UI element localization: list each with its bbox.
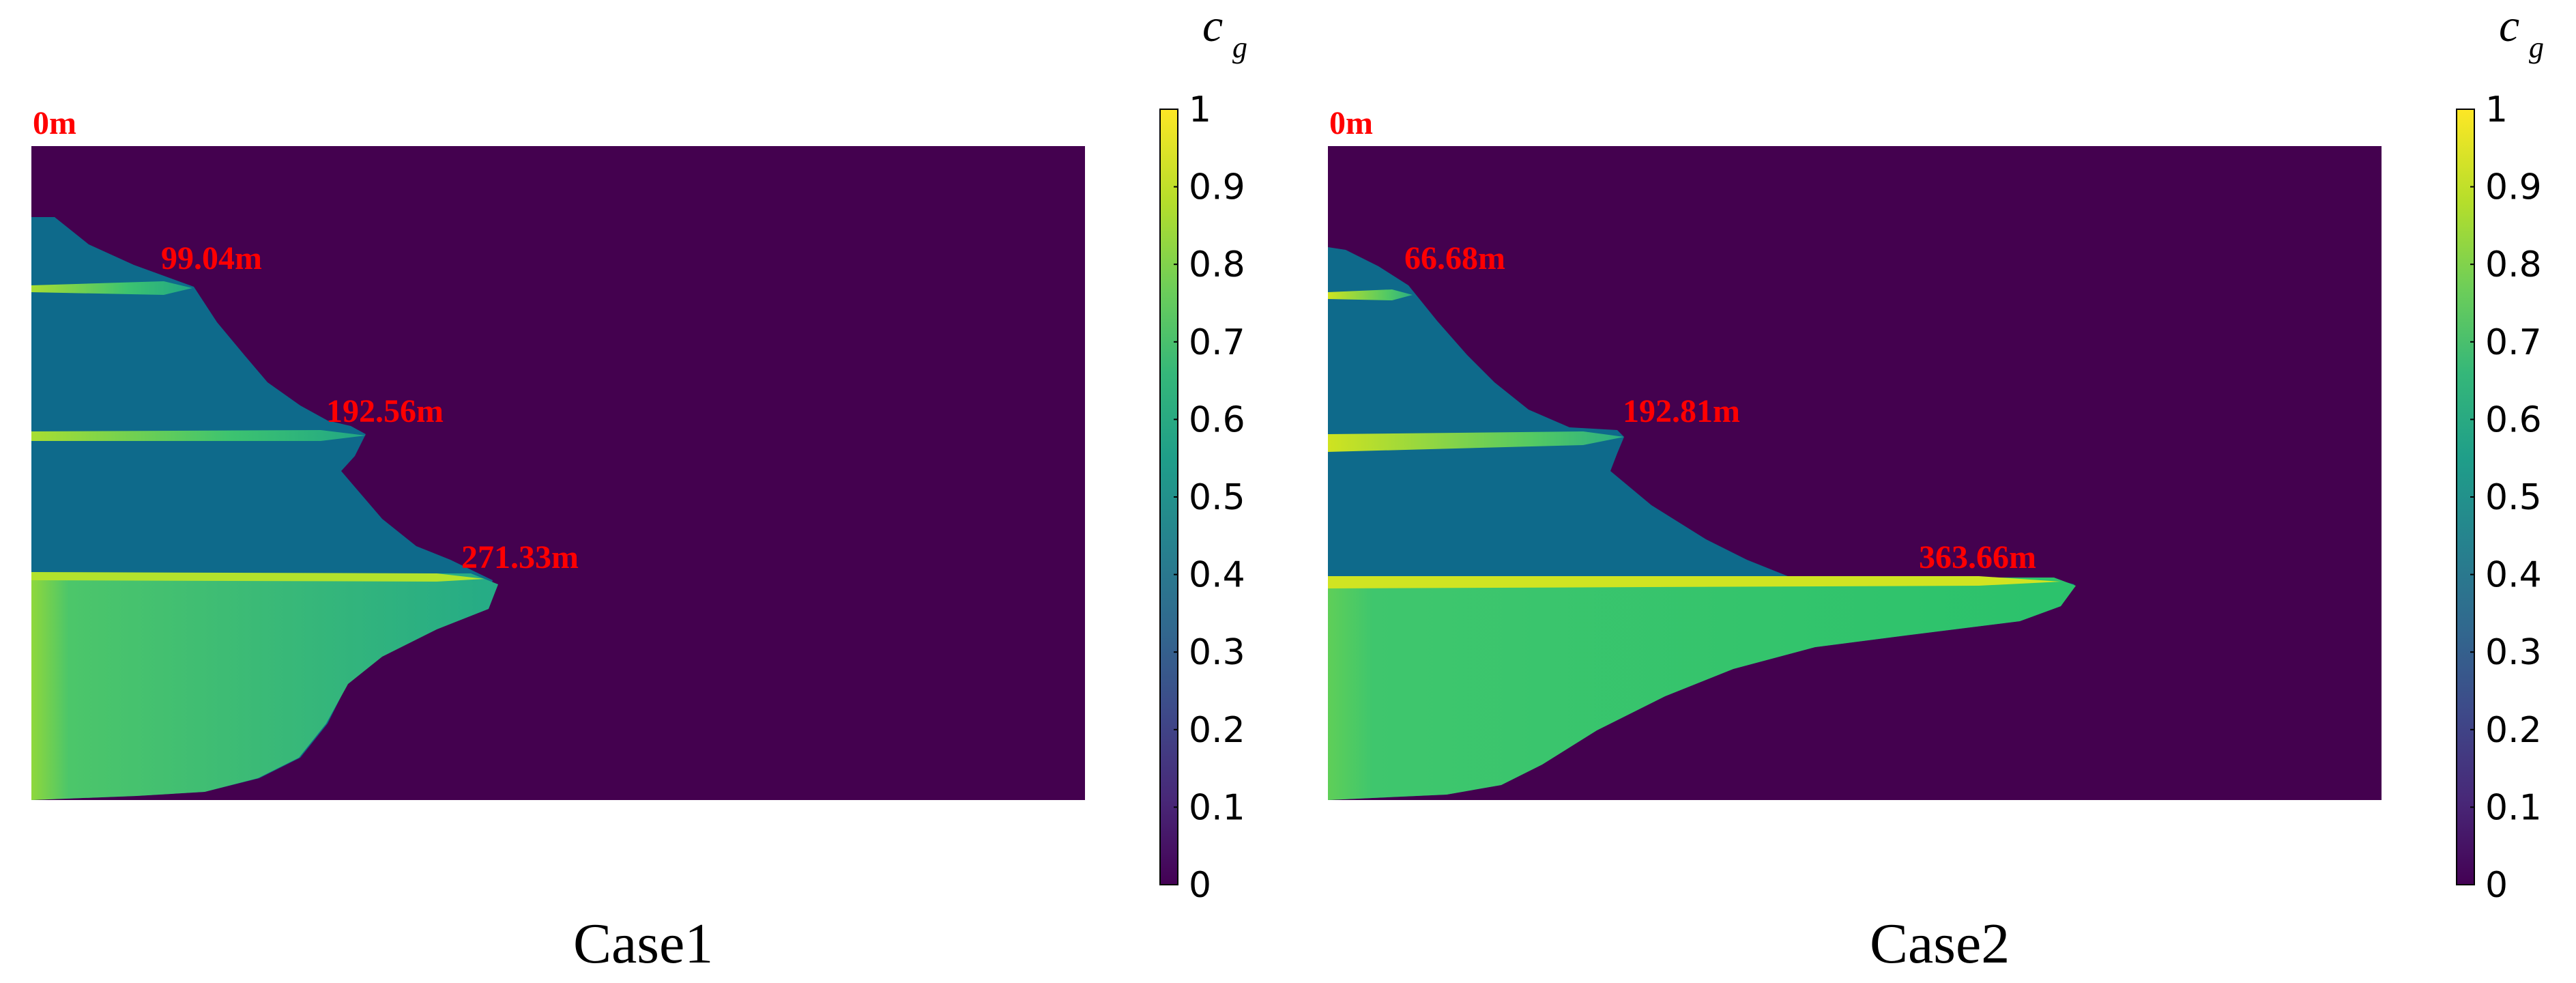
case2-origin-label: 0m bbox=[1329, 105, 1373, 141]
colorbar-tick-label: 0 bbox=[1189, 865, 1211, 906]
colorbar-tick-label: 0.2 bbox=[2485, 710, 2542, 751]
case1-channel-3 bbox=[31, 572, 484, 582]
case1-colorbar-title: c bbox=[1202, 0, 1223, 51]
case2-colorbar bbox=[2456, 109, 2475, 885]
colorbar-tick-label: 0.4 bbox=[2485, 555, 2542, 596]
colorbar-tick-label: 0.9 bbox=[1189, 167, 1245, 208]
case2-colorbar-title: c bbox=[2499, 0, 2519, 51]
case2-front-label-1: 66.68m bbox=[1404, 240, 1505, 276]
colorbar-tick-label: 0.8 bbox=[1189, 244, 1245, 285]
case1-lower-plume bbox=[31, 573, 498, 800]
case2-channel-1 bbox=[1328, 289, 1413, 300]
colorbar-tick-label: 0.1 bbox=[1189, 787, 1245, 828]
case2-front-label-2: 192.81m bbox=[1623, 393, 1740, 429]
case2-channel-2 bbox=[1328, 431, 1624, 452]
colorbar-tick-label: 0.6 bbox=[1189, 399, 1245, 440]
case2-caption: Case2 bbox=[1870, 912, 2010, 975]
colorbar-tick-label: 0.1 bbox=[2485, 787, 2542, 828]
case2-figure: 0m 66.68m 192.81m 363.66m c g 0 0.1 0.2 0.3… bbox=[1328, 0, 2544, 975]
case1-colorbar-subscript: g bbox=[1232, 31, 1247, 64]
case1-front-label-2: 192.56m bbox=[326, 393, 444, 429]
case2-panel: 0m 66.68m 192.81m 363.66m c g 0 0.1 0.2 0.3… bbox=[1297, 0, 2576, 983]
colorbar-tick-label: 0.2 bbox=[1189, 710, 1245, 751]
case1-origin-label: 0m bbox=[33, 105, 76, 141]
colorbar-tick-label: 0.5 bbox=[2485, 477, 2542, 518]
case1-channel-1 bbox=[31, 281, 192, 295]
colorbar-tick-label: 0.5 bbox=[1189, 477, 1245, 518]
colorbar-tick-label: 0.7 bbox=[1189, 322, 1245, 363]
case2-front-label-3: 363.66m bbox=[1919, 539, 2036, 575]
case2-colorbar-ticks: 0 0.1 0.2 0.3 0.4 0.5 0.6 0.7 0.8 0.9 1 bbox=[2470, 89, 2542, 906]
case1-figure: 0m 99.04m 192.56m 271.33m c g 0 0.1 0.2 0.3… bbox=[31, 0, 1247, 975]
case1-panel: 0m 99.04m 192.56m 271.33m c g 0 0.1 0.2 0.3… bbox=[31, 0, 1247, 975]
case1-front-label-1: 99.04m bbox=[161, 240, 262, 276]
case1-front-label-3: 271.33m bbox=[461, 539, 579, 575]
colorbar-tick-label: 0.7 bbox=[2485, 322, 2542, 363]
case2-colorbar-subscript: g bbox=[2529, 31, 2544, 64]
colorbar-tick-label: 0.4 bbox=[1189, 555, 1245, 596]
case1-channel-2 bbox=[31, 430, 366, 441]
case1-colorbar-ticks: 0 0.1 0.2 0.3 0.4 0.5 0.6 0.7 0.8 0.9 1 bbox=[1174, 89, 1245, 906]
colorbar-tick-label: 0.3 bbox=[1189, 632, 1245, 673]
colorbar-tick-label: 1 bbox=[2485, 89, 2508, 130]
colorbar-tick-label: 0.8 bbox=[2485, 244, 2542, 285]
case2-lower-plume bbox=[1328, 578, 2076, 800]
colorbar-tick-label: 0.9 bbox=[2485, 167, 2542, 208]
colorbar-tick-label: 0 bbox=[2485, 865, 2508, 906]
case1-caption: Case1 bbox=[573, 912, 713, 975]
colorbar-tick-label: 1 bbox=[1189, 89, 1211, 130]
colorbar-tick-label: 0.6 bbox=[2485, 399, 2542, 440]
case2-channel-3 bbox=[1328, 576, 2061, 588]
colorbar-tick-label: 0.3 bbox=[2485, 632, 2542, 673]
